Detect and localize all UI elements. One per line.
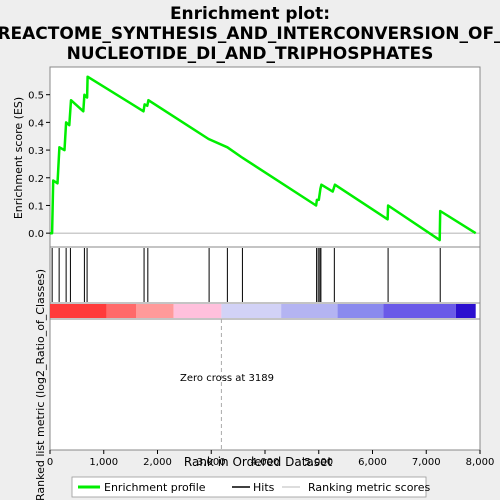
x-tick-label: 1,000	[89, 457, 118, 468]
x-tick-label: 2,000	[143, 457, 172, 468]
y-tick-label: 0.3	[28, 146, 44, 157]
x-axis-label: Rank in Ordered Dataset	[184, 455, 332, 469]
chart-title-line-2: REACTOME_SYNTHESIS_AND_INTERCONVERSION_O…	[0, 24, 500, 44]
metric-segment	[281, 304, 338, 318]
legend-hits-label: Hits	[253, 481, 275, 494]
x-tick-label: 6,000	[358, 457, 387, 468]
metric-segment	[383, 304, 456, 318]
x-tick-label: 8,000	[466, 457, 495, 468]
metric-segment	[221, 304, 282, 318]
hits-panel	[49, 246, 481, 304]
x-tick-label: 7,000	[412, 457, 441, 468]
enrichment-profile-line	[50, 75, 477, 242]
x-tick-label: 5,000	[304, 457, 333, 468]
y-tick-label: 0.1	[28, 201, 44, 212]
ranked-metric-y-axis-label: Ranked list metric (log2_Ratio_of_Classe…	[34, 269, 47, 500]
ranking-metric-bar	[49, 302, 481, 320]
chart-title-line-3: NUCLEOTIDE_DI_AND_TRIPHOSPHATES	[67, 44, 434, 64]
metric-segment	[136, 304, 174, 318]
y-tick-label: 0.2	[28, 174, 44, 185]
y-tick-label: 0.5	[28, 91, 44, 102]
ranked-metric-area	[49, 318, 481, 451]
ranked-metric-panel: Zero cross at 3189 0 1,000 2,000 3,000 4,000…	[47, 318, 495, 468]
y-tick-label: 0.0	[28, 229, 44, 240]
legend-enrichment-label: Enrichment profile	[104, 481, 206, 494]
es-y-axis-label: Enrichment score (ES)	[12, 97, 25, 219]
x-tick-label: 4,000	[251, 457, 280, 468]
metric-segment	[50, 304, 107, 318]
x-tick-label: 3,000	[197, 457, 226, 468]
x-tick-label: 0	[47, 457, 53, 468]
metric-segment	[337, 304, 384, 318]
legend-metric-label: Ranking metric scores	[308, 481, 430, 494]
hits-area	[49, 246, 481, 304]
metric-segment	[106, 304, 136, 318]
metric-segment	[173, 304, 222, 318]
metric-segment	[455, 304, 476, 318]
es-panel: 0.0 0.1 0.2 0.3 0.4 0.5	[28, 66, 481, 248]
chart-title-line-1: Enrichment plot:	[170, 4, 330, 24]
y-tick-label: 0.4	[28, 118, 44, 129]
zero-cross-annotation: Zero cross at 3189	[180, 373, 274, 384]
legend: Enrichment profile Hits Ranking metric s…	[71, 476, 430, 498]
